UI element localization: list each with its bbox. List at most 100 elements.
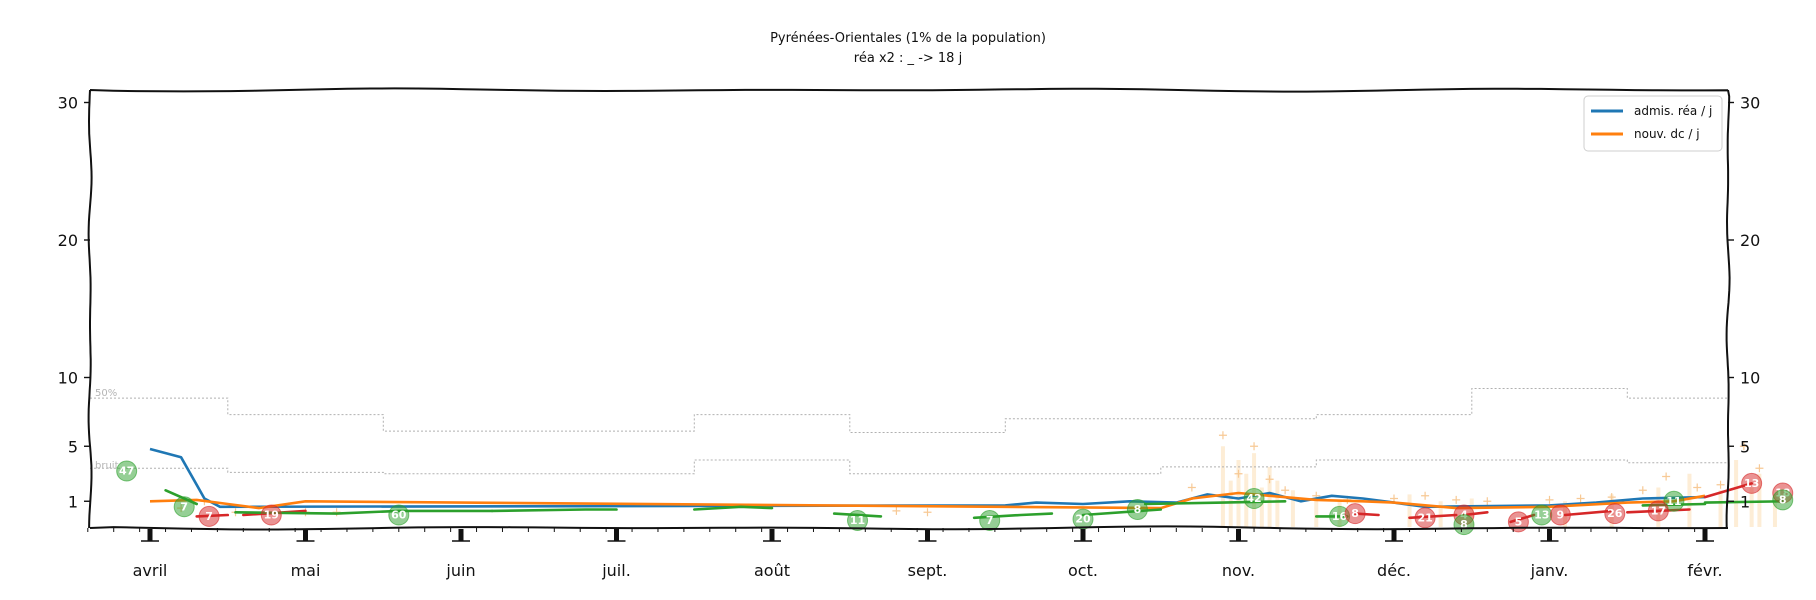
bubble-circle bbox=[1414, 507, 1436, 529]
x-tick-label: mai bbox=[291, 561, 321, 580]
x-major-tick bbox=[1391, 529, 1397, 541]
daily-marker bbox=[1693, 483, 1702, 492]
daily-marker bbox=[1576, 494, 1585, 503]
trend-bubble: 13 bbox=[1531, 504, 1553, 526]
threshold-label: bruit bbox=[95, 460, 119, 471]
trend-segment bbox=[1081, 508, 1163, 517]
bubble-label: 11 bbox=[1666, 495, 1681, 508]
bubble-label: 21 bbox=[1417, 511, 1432, 524]
daily-marker bbox=[1281, 486, 1290, 495]
chart-subtitle: réa x2 : _ -> 18 j bbox=[854, 51, 962, 66]
bubble-circle bbox=[1663, 490, 1685, 512]
bubble-label: 7 bbox=[205, 510, 213, 523]
bubble-circle bbox=[979, 510, 1001, 531]
bubble-circle bbox=[1772, 489, 1794, 511]
bubble-label: 19 bbox=[264, 509, 279, 522]
daily-bar bbox=[1687, 473, 1692, 527]
bubble-label: 7 bbox=[986, 514, 994, 527]
x-major-tick bbox=[1080, 529, 1086, 541]
bubble-label: 17 bbox=[1651, 504, 1666, 517]
daily-bars bbox=[1220, 446, 1777, 527]
daily-marker bbox=[1545, 495, 1554, 504]
daily-bar bbox=[1718, 490, 1723, 527]
bubble-label: 11 bbox=[850, 514, 865, 527]
bubble-circle bbox=[1647, 500, 1669, 522]
bubble-label: 47 bbox=[119, 465, 134, 478]
bubble-label: 7 bbox=[180, 500, 188, 513]
x-tick-label: oct. bbox=[1068, 561, 1098, 580]
bubble-circle bbox=[260, 504, 282, 526]
trend-bubble: 8 bbox=[1126, 499, 1148, 520]
trend-bubble: 20 bbox=[1072, 508, 1094, 530]
x-major-tick bbox=[458, 529, 464, 541]
trend-bubble: 60 bbox=[388, 504, 410, 526]
daily-marker bbox=[1716, 480, 1725, 489]
x-major-tick bbox=[1547, 529, 1552, 541]
bubble-circle bbox=[1741, 472, 1763, 494]
daily-marker bbox=[1607, 493, 1616, 502]
x-tick-label: déc. bbox=[1377, 561, 1411, 580]
legend-label-admis-rea: admis. réa / j bbox=[1634, 104, 1712, 118]
trend-segment bbox=[1143, 500, 1287, 506]
legend: admis. réa / j nouv. dc / j bbox=[1583, 95, 1723, 152]
bubble-label: 13 bbox=[1534, 509, 1549, 522]
daily-marker bbox=[1638, 486, 1647, 495]
daily-marker bbox=[1265, 475, 1274, 484]
bubble-label: 8 bbox=[1134, 503, 1142, 516]
x-tick-label: avril bbox=[133, 561, 168, 580]
x-tick-label: janv. bbox=[1530, 561, 1569, 580]
daily-bar bbox=[1734, 460, 1739, 527]
y-tick-label: 10 bbox=[58, 369, 78, 388]
bubble-label: 26 bbox=[1607, 507, 1623, 520]
daily-bar bbox=[1290, 490, 1295, 527]
daily-marker bbox=[923, 508, 932, 517]
bubble-label: 13 bbox=[1744, 477, 1759, 490]
daily-bar bbox=[1772, 494, 1777, 527]
daily-marker bbox=[1234, 469, 1243, 478]
threshold-line bbox=[90, 459, 1728, 475]
daily-bar bbox=[1259, 487, 1264, 527]
y-tick-label: 20 bbox=[58, 231, 78, 250]
daily-marker bbox=[1218, 431, 1227, 440]
trend-bubble: 47 bbox=[116, 460, 138, 482]
daily-bar bbox=[1438, 501, 1443, 527]
trend-bubble: 42 bbox=[1243, 488, 1265, 509]
trend-bubble: 9 bbox=[1549, 504, 1571, 526]
trend-bubble: 19 bbox=[260, 504, 282, 526]
y-tick-label: 30 bbox=[58, 94, 78, 113]
threshold-line bbox=[90, 388, 1728, 433]
chart-title: Pyrénées-Orientales (1% de la population… bbox=[770, 31, 1046, 46]
trend-segment bbox=[693, 505, 774, 511]
x-tick-label: août bbox=[754, 561, 790, 580]
bubble-label: 9 bbox=[1557, 509, 1565, 522]
trend-bubble: 11 bbox=[847, 510, 869, 531]
daily-marker bbox=[1187, 483, 1196, 492]
y-tick-label: 10 bbox=[1740, 369, 1760, 388]
bubble-circle bbox=[1604, 503, 1626, 525]
bubble-label: 8 bbox=[1351, 507, 1359, 520]
trend-bubble: 8 bbox=[1772, 489, 1794, 511]
bubble-circle bbox=[847, 510, 869, 531]
trend-bubble: 13 bbox=[1741, 472, 1763, 494]
bubble-circle bbox=[388, 504, 410, 526]
legend-label-nouv-dc: nouv. dc / j bbox=[1634, 127, 1700, 141]
daily-marker bbox=[1250, 442, 1259, 451]
daily-bar bbox=[1757, 473, 1762, 527]
daily-bar bbox=[1228, 480, 1233, 527]
bubble-label: 8 bbox=[1460, 518, 1468, 531]
bubble-circle bbox=[173, 496, 195, 518]
x-major-tick bbox=[1236, 529, 1241, 541]
trend-annotations: 47771960117208421682148513926111713188 bbox=[116, 460, 1794, 536]
x-major-tick bbox=[769, 529, 775, 541]
x-tick-label: sept. bbox=[908, 561, 948, 580]
bubble-label: 5 bbox=[1515, 515, 1523, 528]
daily-bar bbox=[1275, 480, 1280, 527]
daily-marker bbox=[1452, 495, 1461, 504]
bubble-circle bbox=[198, 505, 220, 527]
bubble-circle bbox=[116, 460, 138, 482]
trend-bubble: 26 bbox=[1604, 503, 1626, 525]
trend-bubble: 17 bbox=[1647, 500, 1669, 522]
series-line bbox=[149, 491, 1706, 510]
